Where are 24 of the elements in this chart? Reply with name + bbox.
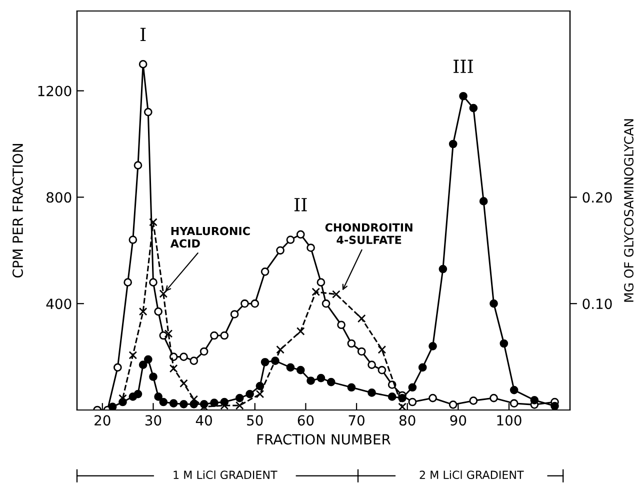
y-axis-title: CPM PER FRACTION	[12, 144, 23, 278]
x-tick-label: 80	[399, 415, 416, 426]
text: 2 M LiCl GRADIENT	[420, 470, 524, 480]
annotation: II	[294, 198, 307, 212]
annotation: CHONDROITIN 4-SULFATE	[325, 223, 412, 244]
x-tick-label: 70	[348, 415, 364, 426]
text: 1 M LiCl GRADIENT	[174, 470, 278, 480]
x-tick-label: 50	[247, 415, 263, 426]
y-tick-label: 800	[46, 192, 72, 203]
x-tick-label: 30	[145, 415, 162, 426]
annotation: I	[140, 28, 146, 41]
x-tick-label: 90	[450, 415, 466, 426]
y2-axis-title: MG OF GLYCOSAMINOGLYCAN	[624, 119, 634, 302]
x-axis-title: FRACTION NUMBER	[257, 434, 391, 445]
y-tick-label: 1200	[38, 86, 72, 96]
x-tick-label: 20	[94, 415, 110, 426]
y2-tick-label: 0.20	[582, 192, 612, 203]
x-tick-label: 60	[298, 415, 314, 426]
annotation: HYALURONIC ACID	[170, 226, 250, 248]
annotation: III	[454, 60, 473, 73]
y-tick-label: 400	[46, 298, 72, 310]
x-tick-label: 100	[497, 415, 522, 426]
x-tick-label: 40	[196, 415, 212, 426]
y2-tick-label: 0.10	[582, 298, 612, 310]
